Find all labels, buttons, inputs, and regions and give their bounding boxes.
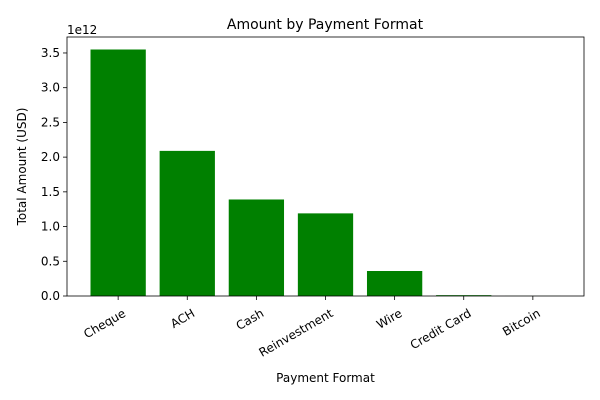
y-axis: 0.0 0.5 1.0 1.5 2.0 2.5 3.0 3.5 [41, 46, 67, 303]
x-tick-label-cash: Cash [234, 306, 267, 333]
x-tick-label-wire: Wire [374, 306, 404, 332]
plot-frame [66, 36, 585, 297]
y-tick-label: 0.5 [41, 254, 60, 268]
bar-wire [366, 271, 423, 296]
y-axis-title: Total Amount (USD) [15, 108, 29, 227]
y-tick-label: 2.5 [41, 115, 60, 129]
y-tick-label: 3.5 [41, 46, 60, 60]
x-tick-label-cheque: Cheque [81, 306, 128, 341]
bar-cheque [90, 49, 146, 297]
x-tick-label-reinvestment: Reinvestment [257, 306, 336, 360]
y-tick-label: 1.0 [41, 220, 60, 234]
y-tick-label: 0.0 [41, 289, 60, 303]
y-tick-label: 2.0 [41, 150, 60, 164]
bar-reinvestment [297, 213, 354, 296]
chart-title: Amount by Payment Format [227, 17, 424, 33]
bar-ach [159, 150, 215, 296]
bars-group [90, 49, 561, 297]
x-tick-label-credit-card: Credit Card [408, 306, 474, 352]
y-tick-label: 3.0 [41, 81, 60, 95]
y-axis-offset-label: 1e12 [67, 23, 97, 37]
bar-credit-card [436, 295, 492, 296]
x-tick-label-bitcoin: Bitcoin [500, 306, 543, 339]
x-tick-label-ach: ACH [168, 306, 197, 331]
y-tick-label: 1.5 [41, 185, 60, 199]
bar-cash [228, 199, 285, 296]
x-axis-title: Payment Format [276, 371, 375, 385]
